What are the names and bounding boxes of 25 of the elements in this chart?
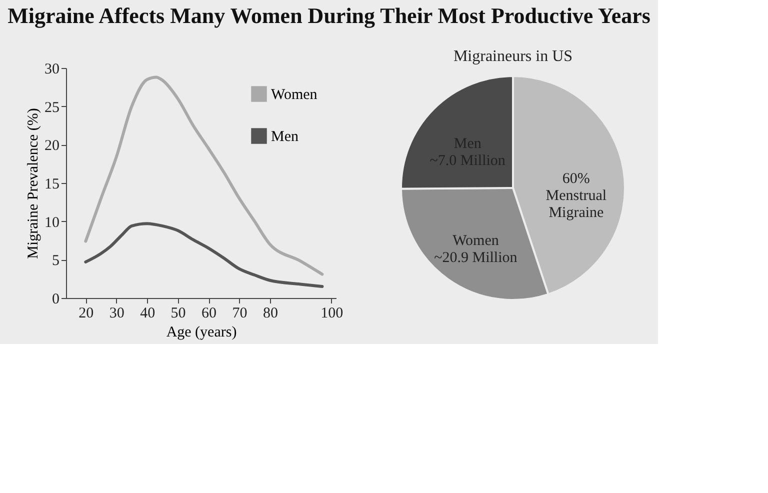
x-tick-label: 70	[232, 306, 248, 322]
slice-label: Women ~20.9 Million	[434, 233, 518, 266]
x-axis-title: Age (years)	[166, 324, 237, 340]
x-tick-label: 30	[109, 306, 124, 322]
x-tick-label: 40	[140, 306, 156, 322]
y-tick-label: 10	[44, 214, 60, 231]
line-series	[84, 76, 324, 276]
x-tick-label: 80	[262, 306, 278, 322]
y-tick-label: 5	[52, 253, 60, 270]
legend-label: Men	[271, 129, 299, 145]
slice-label: 60% Menstrual Migraine	[546, 170, 607, 221]
y-axis-title: Migraine Prevalence (%)	[26, 108, 42, 259]
y-tick-label: 30	[44, 62, 60, 78]
x-tick-label: 20	[78, 306, 94, 322]
x-tick-label: 60	[202, 306, 217, 322]
chart-title: Migraine Affects Many Women During Their Most Productive Years	[8, 3, 651, 28]
line-series	[84, 222, 324, 288]
y-tick-label: 25	[44, 100, 60, 116]
y-tick-label: 0	[52, 292, 60, 308]
legend-label: Women	[271, 87, 318, 103]
x-tick-label: 100	[320, 306, 344, 322]
y-tick-label: 20	[44, 138, 60, 154]
x-tick-label: 50	[170, 306, 186, 322]
y-tick-label: 15	[44, 176, 60, 192]
chart-title: Migraineurs in US	[453, 48, 573, 65]
